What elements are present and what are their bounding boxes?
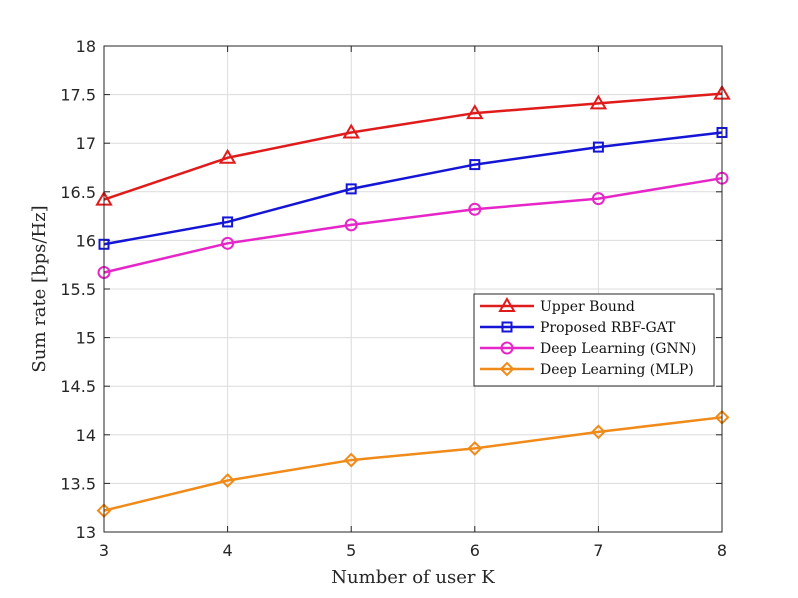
series-line	[103, 131, 723, 246]
series-line	[103, 416, 723, 512]
grid-lines	[103, 45, 723, 533]
series-1	[98, 127, 728, 250]
y-tick-label: 17.5	[60, 86, 96, 105]
diamond-marker	[220, 473, 236, 488]
y-tick-label: 16.5	[60, 183, 96, 202]
diamond-marker	[590, 424, 606, 440]
legend-item: Deep Learning (GNN)	[480, 341, 696, 357]
x-tick-labels: 3 4 5 6 7 8	[99, 541, 727, 560]
y-tick-label: 14	[76, 426, 96, 445]
x-tick-label: 7	[593, 541, 603, 560]
y-tick-label: 15	[76, 329, 96, 348]
square-marker	[592, 141, 604, 153]
legend-label: Upper Bound	[540, 299, 635, 315]
square-marker	[222, 216, 234, 228]
legend-item: Deep Learning (MLP)	[480, 361, 694, 378]
y-tick-label: 17	[76, 134, 96, 153]
legend-item: Upper Bound	[480, 297, 635, 315]
x-tick-label: 8	[717, 541, 727, 560]
x-tick-label: 4	[223, 541, 233, 560]
square-marker	[501, 321, 513, 333]
plot-frame	[103, 45, 723, 533]
x-tick-label: 6	[470, 541, 480, 560]
legend-label: Deep Learning (MLP)	[540, 362, 694, 378]
y-tick-label: 14.5	[60, 377, 96, 396]
x-tick-label: 5	[346, 541, 356, 560]
legend-item: Proposed RBF-GAT	[480, 320, 676, 336]
triangle-marker	[218, 148, 237, 164]
diamond-marker	[343, 452, 359, 468]
triangle-marker	[589, 94, 608, 110]
triangle-marker	[498, 297, 516, 312]
y-tick-label: 16	[76, 231, 96, 250]
square-marker	[469, 159, 481, 171]
diamond-marker	[499, 361, 515, 377]
series-line	[103, 176, 723, 274]
series-line	[103, 92, 723, 201]
legend-label: Deep Learning (GNN)	[540, 341, 696, 357]
series-0	[95, 84, 731, 206]
y-tick-label: 18	[76, 37, 96, 56]
y-tick-labels: 13 13.5 14 14.5 15 15.5 16 16.5 17 17.5 18	[60, 37, 96, 542]
y-tick-label: 13	[76, 523, 96, 542]
y-tick-label: 13.5	[60, 474, 96, 493]
circle-marker	[500, 341, 514, 355]
legend: Upper Bound Proposed RBF-GAT Deep Learning…	[473, 293, 715, 387]
x-tick-label: 3	[99, 541, 109, 560]
triangle-marker	[342, 123, 360, 139]
y-tick-label: 15.5	[60, 280, 96, 299]
legend-label: Proposed RBF-GAT	[540, 320, 676, 336]
x-axis-label: Number of user K	[331, 567, 495, 588]
square-marker	[345, 183, 357, 195]
circle-marker	[221, 236, 235, 250]
series-2	[97, 171, 729, 279]
y-axis-label: Sum rate [bps/Hz]	[29, 205, 50, 372]
circle-marker	[344, 218, 358, 232]
circle-marker	[591, 192, 605, 206]
diamond-marker	[467, 440, 483, 456]
series-3	[96, 409, 730, 519]
circle-marker	[468, 202, 482, 216]
triangle-marker	[466, 104, 484, 120]
